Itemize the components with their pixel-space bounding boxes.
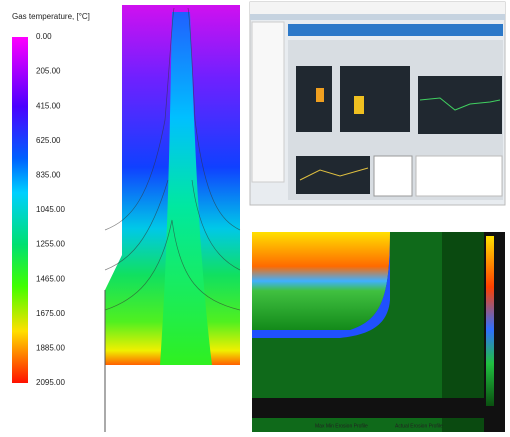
colorbar-label: 205.00 xyxy=(36,67,61,76)
colorbar-label: 835.00 xyxy=(36,171,61,180)
software-screenshot xyxy=(249,1,506,206)
legend-title: Gas temperature, [°C] xyxy=(12,12,90,21)
colorbar-label: 0.00 xyxy=(36,32,52,41)
colorbar-label: 625.00 xyxy=(36,136,61,145)
thermal-contour: Max Min Erosion Profile Actual Erosion P… xyxy=(252,232,505,432)
colorbar-label: 1045.00 xyxy=(36,205,65,214)
colorbar-label: 1675.00 xyxy=(36,309,65,318)
colorbar xyxy=(12,37,28,383)
flame-plume xyxy=(160,12,212,365)
colorbar-labels: 0.00 205.00 415.00 625.00 835.00 1045.00 1255.… xyxy=(36,32,65,387)
colorbar-label: 1885.00 xyxy=(36,344,65,353)
colorbar-label: 415.00 xyxy=(36,101,61,110)
isotherms xyxy=(104,7,241,311)
profile-label: Actual Erosion Profile xyxy=(395,423,443,429)
colorbar-label: 2095.00 xyxy=(36,378,65,387)
colorbar-label: 1255.00 xyxy=(36,240,65,249)
profile-label: Max Min Erosion Profile xyxy=(315,423,368,429)
colorbar-label: 1465.00 xyxy=(36,274,65,283)
